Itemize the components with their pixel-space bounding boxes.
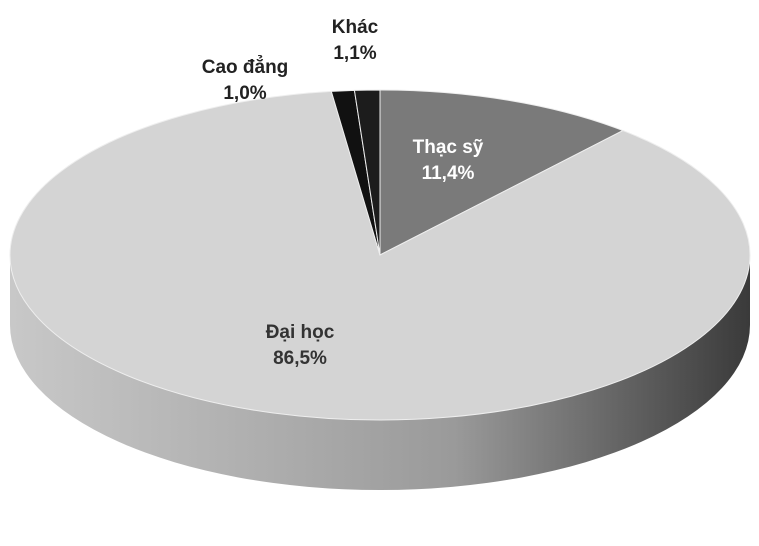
pie-slice — [9, 90, 751, 421]
pie-slice — [379, 89, 625, 256]
slice-value-label: 1,0% — [223, 83, 266, 104]
slice-label: Khác — [332, 17, 379, 38]
slice-label: Cao đẳng — [202, 56, 289, 78]
slice-value-label: 11,4% — [422, 163, 475, 184]
slice-label: Đại học — [266, 322, 335, 343]
pie-side — [10, 255, 750, 490]
pie-slice — [353, 89, 381, 256]
slice-value-label: 1,1% — [333, 43, 376, 64]
slice-value-label: 86,5% — [273, 348, 327, 369]
pie — [9, 89, 751, 490]
slice-label: Thạc sỹ — [413, 137, 484, 158]
